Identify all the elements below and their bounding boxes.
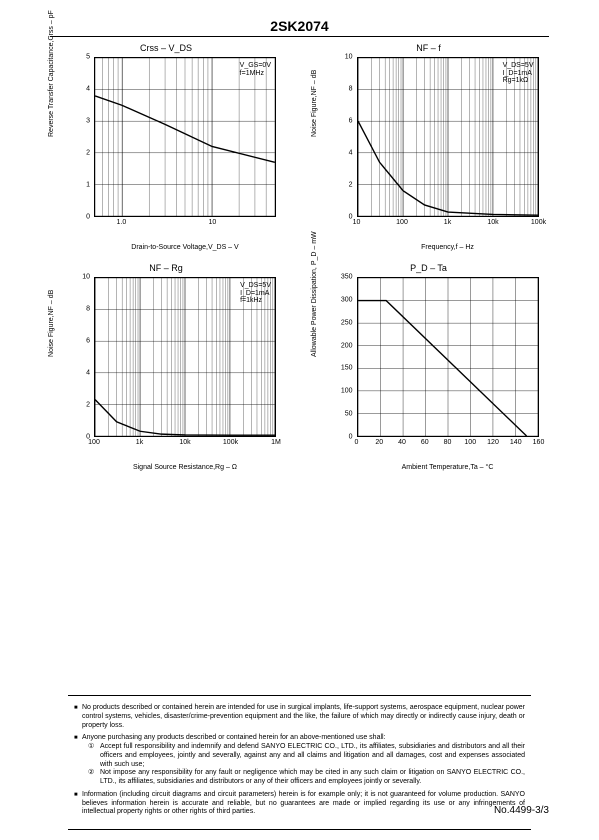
x-tick-label: 100k — [531, 219, 546, 226]
y-tick-label: 4 — [74, 86, 90, 93]
y-tick-label: 4 — [74, 370, 90, 377]
x-tick-label: 10k — [487, 219, 498, 226]
chart-nf-rg: NF – Rg V_DS=5VI_D=1mAf=1kHz Noise Figure,… — [46, 263, 286, 475]
y-axis-label: Reverse Transfer Capacitance,Crss – pF — [48, 10, 55, 137]
y-tick-label: 8 — [74, 306, 90, 313]
y-tick-label: 250 — [337, 319, 353, 326]
x-tick-label: 40 — [398, 439, 406, 446]
y-tick-label: 350 — [337, 274, 353, 281]
x-axis-label: Frequency,f – Hz — [357, 244, 539, 251]
bullet-icon — [74, 791, 82, 817]
y-tick-label: 2 — [337, 182, 353, 189]
x-ticks: 1001k10k100k1M — [94, 439, 276, 451]
x-tick-label: 1k — [136, 439, 143, 446]
plot-svg — [358, 278, 538, 436]
plot-svg — [95, 58, 275, 216]
x-tick-label: 120 — [487, 439, 499, 446]
chart-crss-vds: Crss – V_DSV_GS=0Vf=1MHzReverse Transfer… — [46, 43, 286, 255]
disclaimer-p1: No products described or contained herei… — [82, 704, 525, 730]
x-axis-label: Drain-to-Source Voltage,V_DS – V — [94, 244, 276, 251]
charts-grid: Crss – V_DSV_GS=0Vf=1MHzReverse Transfer… — [0, 37, 599, 475]
plot-frame: V_DS=5VI_D=1mAf=1kHz — [94, 277, 276, 437]
x-axis-label: Ambient Temperature,Ta – °C — [357, 464, 539, 471]
y-axis-label: Noise Figure,NF – dB — [48, 290, 55, 357]
chart-conditions: V_DS=5VI_D=1mAf=1kHz — [240, 282, 271, 305]
y-tick-label: 2 — [74, 150, 90, 157]
y-ticks: 050100150200250300350 — [339, 277, 355, 437]
y-tick-label: 6 — [74, 338, 90, 345]
plot-frame: V_DS=5VI_D=1mARg=1kΩ — [357, 57, 539, 217]
y-tick-label: 10 — [337, 54, 353, 61]
disclaimer-p3: Information (including circuit diagrams … — [82, 791, 525, 817]
x-tick-label: 100 — [396, 219, 408, 226]
disclaimer-p2-2: Not impose any responsibility for any fa… — [100, 769, 525, 787]
x-tick-label: 60 — [421, 439, 429, 446]
bullet-icon — [74, 734, 82, 743]
x-tick-label: 0 — [355, 439, 359, 446]
y-tick-label: 0 — [337, 214, 353, 221]
disclaimer-box: No products described or contained herei… — [68, 695, 531, 830]
chart-conditions: V_GS=0Vf=1MHz — [240, 62, 271, 77]
x-tick-label: 1.0 — [117, 219, 127, 226]
y-tick-label: 4 — [337, 150, 353, 157]
x-tick-label: 10k — [179, 439, 190, 446]
x-tick-label: 100 — [88, 439, 100, 446]
y-axis-label: Noise Figure,NF – dB — [311, 70, 318, 137]
chart-conditions: V_DS=5VI_D=1mARg=1kΩ — [503, 62, 534, 85]
disclaimer-p2-1: Accept full responsibility and indemnify… — [100, 743, 525, 769]
y-tick-label: 300 — [337, 296, 353, 303]
part-number-header: 2SK2074 — [50, 0, 549, 37]
page-footer: No.4499-3/3 — [494, 805, 549, 816]
chart-title: P_D – Ta — [309, 263, 549, 273]
x-ticks: 1.0 10 — [94, 219, 276, 231]
x-tick-label: 1k — [444, 219, 451, 226]
circled-2-icon: ② — [88, 769, 100, 787]
y-tick-label: 100 — [337, 388, 353, 395]
x-tick-label: 80 — [444, 439, 452, 446]
chart-title: NF – f — [309, 43, 549, 53]
y-tick-label: 0 — [74, 214, 90, 221]
y-tick-label: 3 — [74, 118, 90, 125]
disclaimer-p2-lead: Anyone purchasing any products described… — [82, 734, 525, 743]
y-tick-label: 5 — [74, 54, 90, 61]
bullet-icon — [74, 704, 82, 730]
y-tick-label: 8 — [337, 86, 353, 93]
y-tick-label: 50 — [337, 411, 353, 418]
y-axis-label: Allowable Power Dissipation, P_D – mW — [311, 231, 318, 357]
y-ticks: 0246810 — [76, 277, 92, 437]
x-tick-label: 160 — [533, 439, 545, 446]
chart-nf-f: NF – f V_DS=5VI_D=1mARg=1kΩ Noise Figure,N… — [309, 43, 549, 255]
y-ticks: 0246810 — [339, 57, 355, 217]
y-tick-label: 10 — [74, 274, 90, 281]
y-tick-label: 150 — [337, 365, 353, 372]
y-tick-label: 1 — [74, 182, 90, 189]
chart-title: NF – Rg — [46, 263, 286, 273]
x-tick-label: 10 — [353, 219, 361, 226]
chart-pd-ta: P_D – TaAllowable Power Dissipation, P_D… — [309, 263, 549, 475]
x-tick-label: 1M — [271, 439, 281, 446]
chart-title: Crss – V_DS — [46, 43, 286, 53]
y-tick-label: 6 — [337, 118, 353, 125]
y-ticks: 012345 — [76, 57, 92, 217]
x-axis-label: Signal Source Resistance,Rg – Ω — [94, 464, 276, 471]
x-tick-label: 100 — [464, 439, 476, 446]
circled-1-icon: ① — [88, 743, 100, 769]
y-tick-label: 0 — [337, 434, 353, 441]
x-tick-label: 140 — [510, 439, 522, 446]
x-ticks: 020406080100120140160 — [357, 439, 539, 451]
plot-frame: V_GS=0Vf=1MHz — [94, 57, 276, 217]
x-ticks: 101001k10k100k — [357, 219, 539, 231]
y-tick-label: 2 — [74, 402, 90, 409]
plot-frame — [357, 277, 539, 437]
x-tick-label: 100k — [223, 439, 238, 446]
x-tick-label: 20 — [375, 439, 383, 446]
x-tick-label: 10 — [208, 219, 216, 226]
y-tick-label: 200 — [337, 342, 353, 349]
